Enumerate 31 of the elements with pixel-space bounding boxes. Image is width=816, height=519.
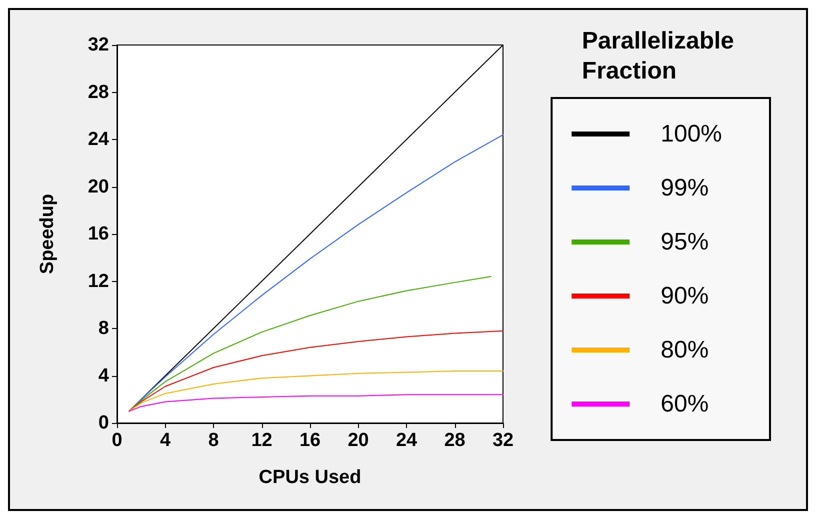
y-tick-label: 0 [98,412,109,434]
line-series [128,330,504,412]
legend-label: 60% [660,390,709,418]
legend-title: Parallelizable Fraction [582,28,734,84]
x-tick-label: 0 [112,430,122,451]
x-tick-label: 20 [348,430,369,451]
y-tick-label: 24 [88,129,110,150]
x-tick-label: 4 [160,430,171,451]
x-tick-label: 32 [492,430,514,451]
x-tick-label: 24 [396,430,418,451]
legend-label: 100% [660,120,722,148]
line-series [128,394,504,412]
y-tick-label: 8 [98,318,109,339]
x-axis-title: CPUs Used [258,467,362,488]
legend-label: 80% [660,336,709,364]
y-tick-label: 28 [88,82,109,103]
line-series [128,276,492,412]
y-tick-label: 16 [88,224,109,244]
y-axis-title: Speedup [37,194,58,274]
legend-label: 99% [660,174,709,202]
legend-label: 90% [660,282,709,310]
x-tick-label: 28 [444,430,466,451]
x-tick-label: 16 [299,430,321,451]
y-tick-label: 20 [88,176,109,198]
x-tick-label: 8 [208,430,219,451]
line-series [128,370,504,412]
legend-label: 95% [660,228,709,256]
y-tick-label: 4 [98,365,110,386]
x-tick-label: 12 [251,430,272,451]
y-tick-label: 12 [88,270,109,292]
y-tick-label: 32 [88,34,109,56]
